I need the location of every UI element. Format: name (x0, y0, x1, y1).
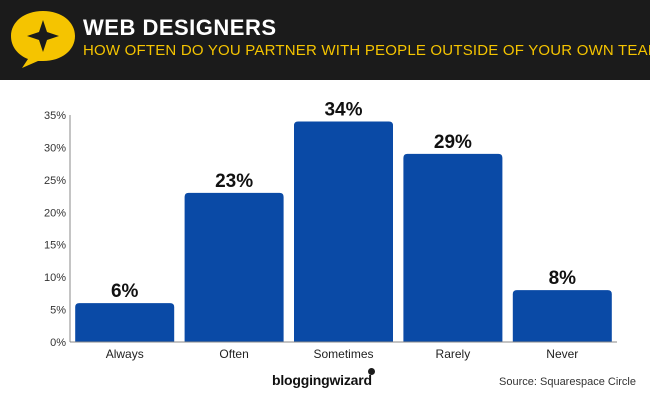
bar-rarely (403, 153, 503, 342)
data-label: 8% (549, 268, 577, 289)
brand-logo: bloggingwizard (272, 372, 372, 388)
bar-chart: 0% 5% 10% 15% 20% 25% 30% 35% 6% Always 23% Often 34… (44, 99, 617, 361)
x-tick-label: Rarely (436, 347, 471, 361)
y-tick-label: 10% (44, 272, 66, 284)
bar-always (75, 303, 175, 342)
brand-logo-dot (368, 368, 375, 375)
y-tick-label: 30% (44, 142, 66, 154)
y-tick-label: 0% (50, 337, 66, 349)
y-tick-label: 5% (50, 305, 66, 317)
source-note: Source: Squarespace Circle (499, 376, 636, 388)
chart-title: WEB DESIGNERS (83, 15, 277, 40)
bar-often (184, 192, 284, 342)
y-tick-label: 35% (44, 110, 66, 122)
y-tick-label: 25% (44, 175, 66, 187)
data-label: 6% (111, 281, 139, 302)
x-tick-label: Sometimes (313, 347, 373, 361)
bar-sometimes (294, 121, 393, 342)
x-tick-label: Never (546, 347, 578, 361)
chart-subtitle: HOW OFTEN DO YOU PARTNER WITH PEOPLE OUT… (83, 42, 650, 59)
header-banner: WEB DESIGNERS HOW OFTEN DO YOU PARTNER W… (0, 0, 650, 80)
bar-never (512, 290, 612, 342)
data-label: 29% (434, 132, 472, 153)
data-label: 34% (324, 99, 362, 120)
data-label: 23% (215, 171, 253, 192)
star-speech-bubble-icon (11, 11, 75, 68)
x-tick-label: Often (219, 347, 248, 361)
y-tick-label: 15% (44, 240, 66, 252)
x-tick-label: Always (106, 347, 144, 361)
y-tick-label: 20% (44, 207, 66, 219)
